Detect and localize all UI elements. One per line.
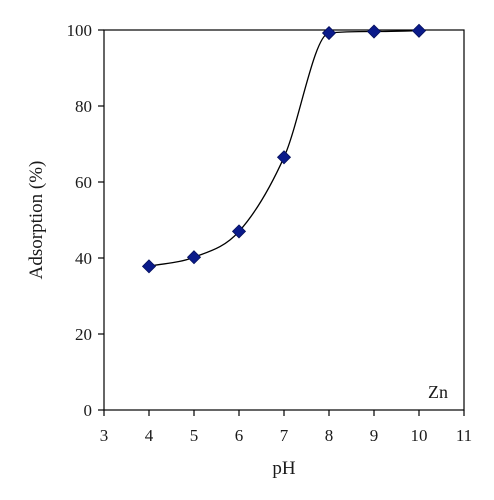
y-tick-labels: 0 20 40 60 80 100	[67, 21, 93, 420]
y-axis-title: Adsorption (%)	[26, 161, 47, 280]
series-line	[148, 30, 420, 267]
x-tick-label: 4	[145, 426, 154, 445]
y-tick-label: 100	[67, 21, 93, 40]
x-tick-label: 10	[411, 426, 428, 445]
axis-ticks	[98, 29, 465, 416]
x-tick-label: 5	[190, 426, 199, 445]
x-tick-label: 7	[280, 426, 289, 445]
x-tick-labels: 3 4 5 6 7 8 9 10 11	[100, 426, 472, 445]
x-axis-title: pH	[272, 458, 296, 479]
data-point-marker	[231, 224, 247, 239]
x-tick-label: 6	[235, 426, 244, 445]
series-line-group	[148, 30, 420, 267]
x-tick-label: 8	[325, 426, 334, 445]
annotation-zn: Zn	[428, 382, 448, 402]
data-point-marker	[276, 150, 292, 165]
data-point-marker	[141, 259, 157, 274]
data-points	[141, 23, 427, 274]
data-point-marker	[321, 25, 337, 41]
y-tick-label: 20	[75, 325, 92, 344]
x-tick-label: 9	[370, 426, 379, 445]
x-tick-label: 11	[456, 426, 472, 445]
plot-frame	[103, 29, 465, 411]
y-tick-label: 60	[75, 173, 92, 192]
y-tick-label: 0	[84, 401, 93, 420]
data-point-marker	[411, 23, 427, 38]
plot-border	[103, 29, 465, 411]
y-tick-label: 40	[75, 249, 92, 268]
x-tick-label: 3	[100, 426, 109, 445]
data-point-marker	[366, 24, 382, 39]
y-tick-label: 80	[75, 97, 92, 116]
data-point-marker	[186, 250, 202, 265]
